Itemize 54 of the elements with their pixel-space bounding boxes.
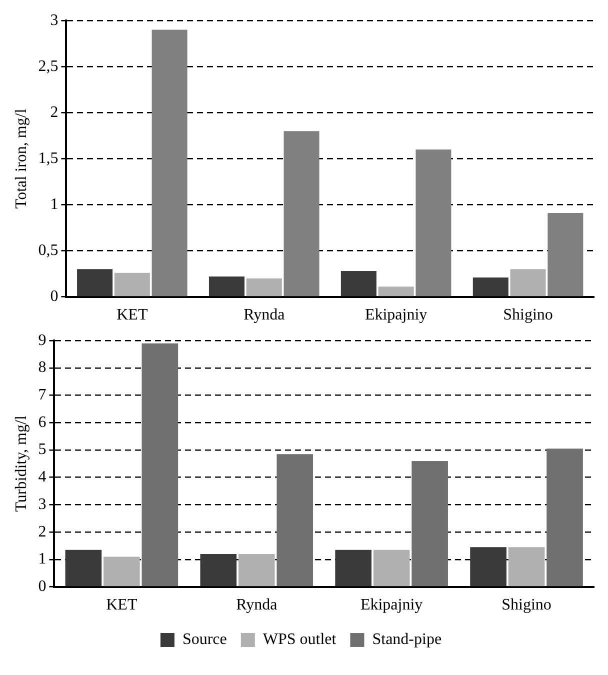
y-tick-label: 0: [50, 288, 58, 306]
y-tick-label: 1,5: [38, 150, 58, 167]
bar: [246, 278, 282, 296]
bar: [546, 448, 583, 586]
legend-label: Stand-pipe: [372, 631, 442, 648]
y-tick-label: 6: [38, 414, 46, 431]
y-tick-label: 3: [38, 496, 46, 513]
bar: [412, 460, 448, 586]
x-tick-label: KET: [116, 306, 148, 324]
bar: [335, 550, 372, 586]
bar: [276, 454, 314, 586]
y-tick-label: 8: [38, 359, 46, 376]
bar: [378, 286, 414, 296]
y-tick-label: 0: [38, 578, 46, 596]
legend-label: Source: [182, 631, 227, 648]
bar: [200, 554, 237, 586]
y-tick-label: 1: [38, 550, 46, 568]
bar: [373, 550, 410, 586]
y-tick-label: 7: [38, 386, 46, 404]
y-tick-label: 9: [38, 332, 46, 349]
y-axis-title: Total iron, mg/l: [12, 108, 30, 209]
y-tick-label: 3: [50, 12, 58, 29]
bar: [284, 131, 320, 296]
y-axis-title: Turbidity, mg/l: [12, 415, 30, 512]
x-tick-label: Shigino: [503, 306, 553, 324]
x-tick-label: KET: [106, 596, 138, 614]
y-tick-label: 0,5: [38, 242, 58, 259]
bar: [510, 269, 546, 296]
bar: [142, 343, 178, 586]
y-tick-label: 2: [38, 523, 46, 540]
y-tick-label: 2: [50, 104, 58, 121]
bar: [548, 213, 584, 296]
y-tick-label: 4: [38, 468, 46, 486]
x-tick-label: Ekipajniy: [360, 596, 423, 614]
bar: [77, 269, 113, 296]
bar: [238, 554, 275, 586]
y-tick-label: 2,5: [38, 58, 58, 75]
bar: [470, 547, 506, 586]
bar: [152, 30, 188, 296]
bar: [472, 277, 508, 296]
bar: [65, 550, 102, 586]
bar: [340, 271, 376, 296]
x-tick-label: Shigino: [502, 596, 552, 614]
x-tick-label: Rynda: [236, 596, 278, 614]
x-tick-label: Ekipajniy: [364, 306, 428, 324]
bar: [104, 556, 140, 586]
bar: [208, 276, 244, 296]
bar: [508, 547, 545, 586]
y-tick-label: 1: [50, 196, 58, 213]
y-tick-label: 5: [38, 441, 46, 458]
bar: [114, 272, 150, 296]
bar: [416, 149, 452, 296]
legend-label: WPS outlet: [262, 631, 337, 648]
x-tick-label: Rynda: [244, 306, 285, 324]
